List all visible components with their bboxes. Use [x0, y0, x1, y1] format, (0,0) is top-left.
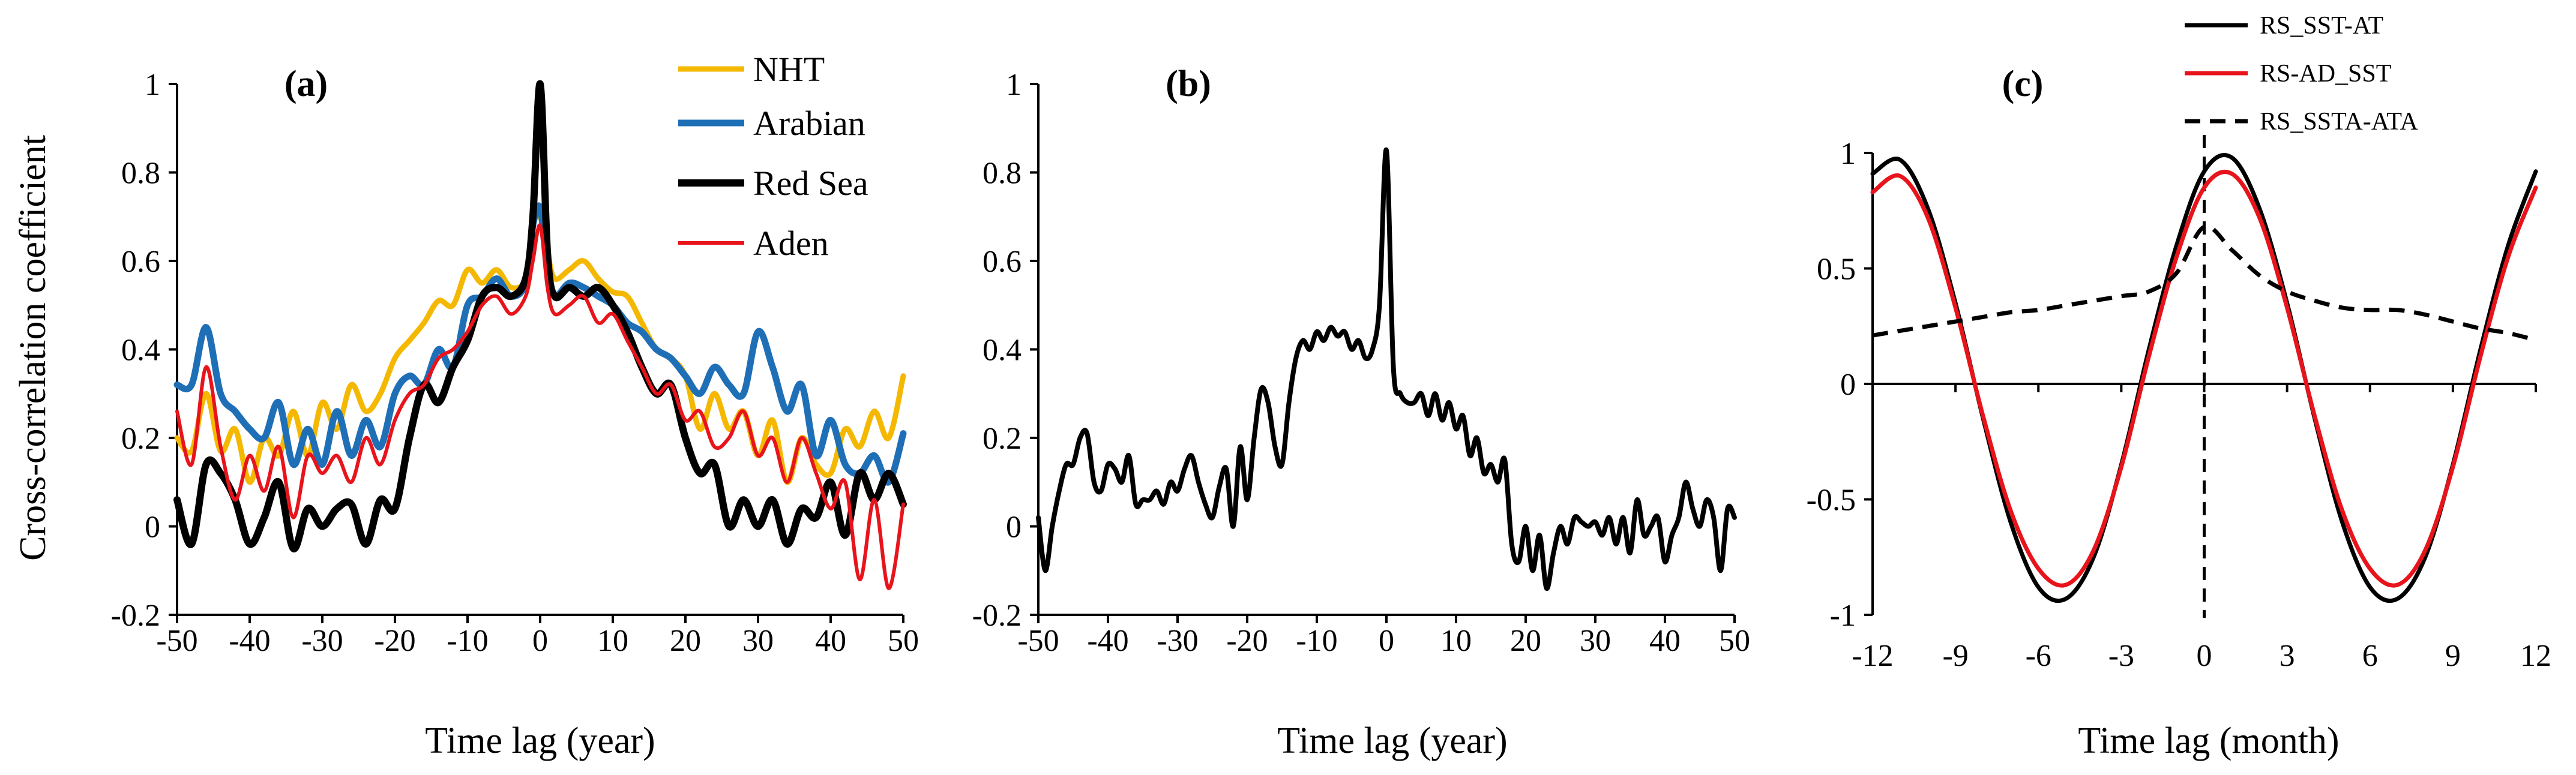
legend-label-rs-ssta-ata: RS_SSTA-ATA	[2260, 108, 2419, 136]
panel-a-y-tick-label: 1	[145, 68, 160, 102]
panel-a-y-tick-label: 0.4	[121, 334, 160, 368]
panel-b-xlabel: Time lag (year)	[1277, 720, 1507, 761]
panel-b-y-tick-label: 0.6	[983, 245, 1022, 279]
panel-a-x-tick-label: -50	[156, 624, 197, 658]
panel-c-xlabel: Time lag (month)	[2078, 720, 2339, 761]
panel-a-y-tick-label: 0.8	[121, 157, 160, 191]
panel-b-y-tick-label: 0.8	[983, 157, 1022, 191]
panel-a-y-tick-label: -0.2	[111, 599, 160, 633]
panel-a-x-tick-label: -10	[447, 624, 488, 658]
panel-a-x-tick-label: 50	[888, 624, 919, 658]
panel-a-legend: NHT Arabian Red Sea Aden	[678, 50, 868, 263]
legend-label-arabian: Arabian	[753, 104, 865, 143]
series-line-rs-ssta-ata	[1872, 224, 2536, 343]
panel-b-x-tick-label: 30	[1580, 624, 1611, 658]
panel-a-series	[173, 80, 907, 590]
panel-a-y-tick-label: 0.2	[121, 422, 160, 456]
legend-label-nht: NHT	[753, 50, 825, 89]
panel-c-y-tick-label: 0	[1840, 368, 1856, 402]
panel-c-x-tick-label: -6	[2026, 639, 2051, 673]
panel-c-x-tick-label: -3	[2108, 639, 2134, 673]
series-line-panel-b	[1036, 147, 1737, 591]
panel-b-x-tick-label: -30	[1157, 624, 1198, 658]
panel-b-x-tick-label: 10	[1440, 624, 1472, 658]
panel-a-x-tick-label: 10	[597, 624, 628, 658]
legend-label-rs-sst-at: RS_SST-AT	[2260, 12, 2383, 40]
panel-b-ticks: -0.2 0 0.2 0.4 0.6 0.8 1 -50 -40 -30 -20 -10 0 10 20 30…	[972, 68, 1750, 658]
panel-b-x-tick-label: 20	[1510, 624, 1541, 658]
panel-a-y-tick-label: 0.6	[121, 245, 160, 279]
panel-b-x-tick-label: -50	[1017, 624, 1059, 658]
panel-a-x-tick-label: -40	[229, 624, 270, 658]
series-line-rs-ad-sst	[1870, 170, 2538, 588]
panel-b-x-tick-label: -10	[1296, 624, 1337, 658]
panel-c-x-tick-label: -9	[1942, 639, 1968, 673]
panel-c-label: (c)	[2002, 64, 2044, 104]
panel-a-ticks: -0.2 0 0.2 0.4 0.6 0.8 1 -50 -40 -30 -20 -10 0 10 20 30…	[111, 68, 919, 658]
panel-c: Time lag (month) (c) -1-0.500.51-12 -9 -6-…	[1807, 12, 2551, 761]
panel-a: Cross-correlation coefficient Time lag (…	[13, 50, 919, 761]
panel-b-x-tick-label: -40	[1087, 624, 1128, 658]
panel-c-x-tick-label: 3	[2280, 639, 2295, 673]
series-line-aden	[175, 223, 905, 590]
panel-b-y-tick-label: 1	[1006, 68, 1022, 102]
panel-c-y-tick-label: -1	[1830, 599, 1856, 633]
panel-b-y-tick-label: 0.2	[983, 422, 1022, 456]
panel-c-series	[1870, 135, 2538, 618]
panel-b-y-tick-label: -0.2	[972, 599, 1022, 633]
panel-c-x-tick-label: 0	[2197, 639, 2212, 673]
panel-b-series	[1036, 147, 1737, 591]
panel-a-x-tick-label: 40	[815, 624, 846, 658]
panel-a-x-tick-label: -20	[374, 624, 415, 658]
panel-b-x-tick-label: 0	[1379, 624, 1394, 658]
panel-c-ticks: -1 -0.5 0 0.5 1 -12 -9 -6 -3 0 3 6 9 12	[1807, 137, 2551, 673]
panel-b-x-tick-label: 40	[1649, 624, 1681, 658]
panel-b: Time lag (year) (b) -0.2 0 0.2 0.4 0.6 0.8 1 -5…	[972, 64, 1750, 761]
panel-b-y-tick-label: 0.4	[983, 334, 1022, 368]
panel-b-x-tick-label: -20	[1226, 624, 1268, 658]
legend-label-rs-ad-sst: RS-AD_SST	[2260, 60, 2391, 88]
panel-a-ylabel: Cross-correlation coefficient	[13, 135, 53, 561]
legend-label-red-sea: Red Sea	[753, 164, 868, 203]
panel-b-x-tick-label: 50	[1719, 624, 1750, 658]
panel-c-y-tick-label: 1	[1840, 137, 1856, 171]
panel-c-y-tick-label: -0.5	[1807, 483, 1856, 518]
panel-c-y-tick-label: 0.5	[1817, 253, 1856, 287]
series-line-red-sea	[173, 80, 907, 552]
panel-c-x-tick-label: 9	[2445, 639, 2461, 673]
panel-a-x-tick-label: 20	[670, 624, 701, 658]
panel-a-x-tick-label: 0	[532, 624, 548, 658]
panel-c-x-tick-label: -12	[1852, 639, 1893, 673]
panel-a-x-tick-label: 30	[742, 624, 774, 658]
panel-a-y-tick-label: 0	[145, 510, 160, 545]
panel-c-legend: RS_SST-AT RS-AD_SST RS_SSTA-ATA	[2185, 12, 2419, 136]
panel-a-x-tick-label: -30	[301, 624, 343, 658]
legend-label-aden: Aden	[753, 224, 829, 263]
panel-b-y-tick-label: 0	[1006, 510, 1022, 545]
panel-c-x-tick-label: 12	[2520, 639, 2551, 673]
panel-a-label: (a)	[284, 64, 328, 104]
panel-c-x-tick-label: 6	[2362, 639, 2378, 673]
panel-b-label: (b)	[1166, 64, 1211, 104]
panel-a-xlabel: Time lag (year)	[425, 720, 655, 761]
